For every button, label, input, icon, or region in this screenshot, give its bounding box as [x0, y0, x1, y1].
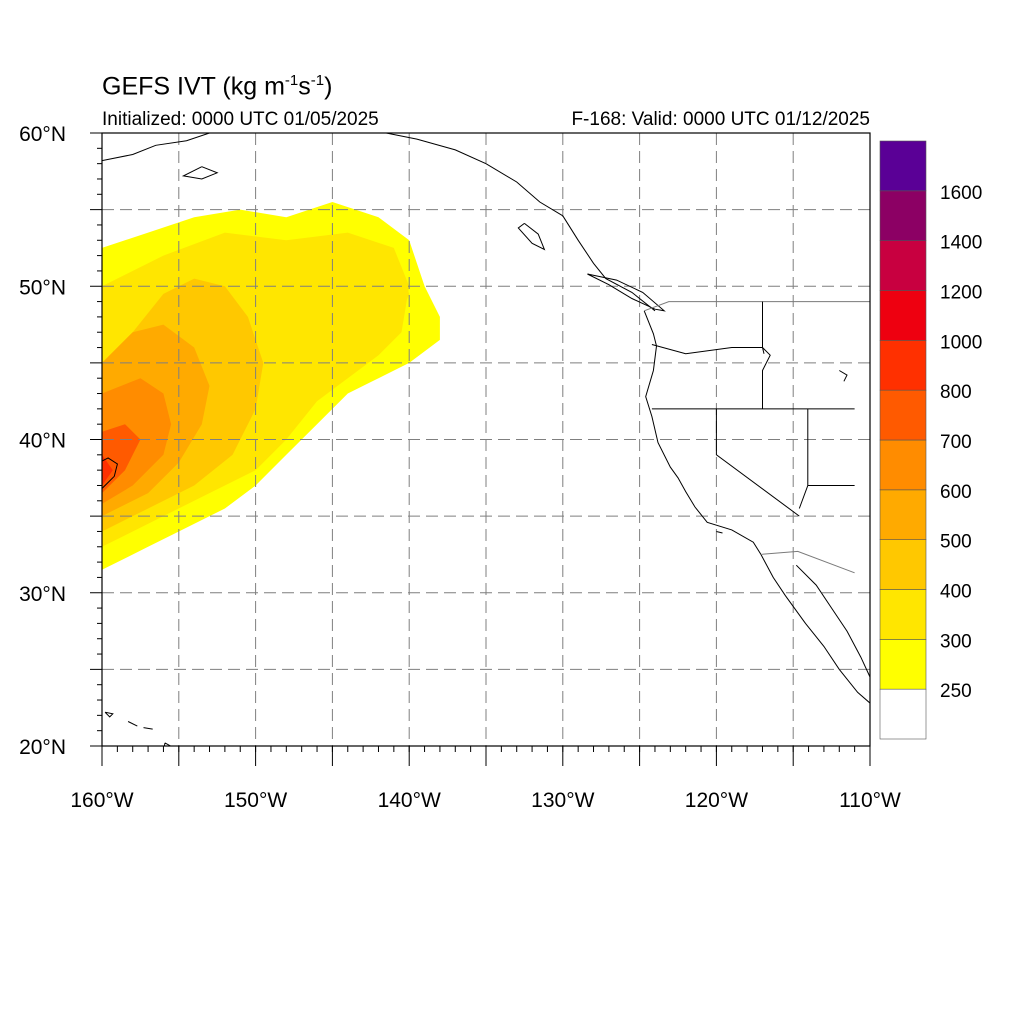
lon-tick-label: 160°W — [70, 789, 133, 812]
colorbar-swatch — [879, 688, 927, 740]
lon-tick-label: 150°W — [224, 789, 287, 812]
us-canada-border — [644, 301, 870, 312]
axis-labels: 160°W 150°W 140°W 130°W 120°W 110°W 60°N 50°N 40… — [19, 123, 901, 812]
ivt-area-800 — [102, 454, 113, 486]
colorbar-swatch — [879, 589, 927, 640]
colorbar-swatch — [879, 140, 927, 192]
lon-tick-label: 130°W — [531, 789, 594, 812]
lon-tick-label: 140°W — [378, 789, 441, 812]
colorbar-swatch — [879, 639, 927, 690]
ivt-shading — [102, 202, 440, 570]
oahu — [127, 721, 138, 727]
colorbar-swatch — [879, 389, 927, 441]
lat-tick-label: 60°N — [19, 123, 66, 146]
lat-lon-grid — [102, 133, 870, 746]
colorbar-label: 1200 — [940, 283, 982, 304]
colorbar-label: 500 — [940, 532, 972, 553]
colorbar-label: 400 — [940, 582, 972, 603]
lon-tick-label: 110°W — [839, 789, 901, 812]
haida-gwaii — [517, 223, 546, 251]
colorbar-swatch — [879, 290, 927, 341]
colorbar-label: 1600 — [940, 183, 982, 204]
colorbar: 250 300 400 500 600 700 800 1000 1200 1400 1600 — [879, 140, 982, 740]
colorbar-label: 700 — [940, 432, 972, 453]
colorbar-label: 600 — [940, 482, 972, 503]
wa-or-border — [651, 344, 765, 355]
nv-ut-border — [798, 408, 809, 509]
lat-tick-label: 30°N — [19, 583, 66, 606]
init-time-label: Initialized: 0000 UTC 01/05/2025 — [102, 109, 379, 130]
lat-tick-label: 20°N — [19, 736, 66, 759]
axis-ticks — [90, 132, 871, 766]
molokai — [143, 727, 153, 730]
ivt-max-contour — [102, 457, 118, 489]
colorbar-label: 1400 — [940, 233, 982, 254]
bc-coast — [562, 215, 656, 312]
colorbar-label: 300 — [940, 631, 972, 652]
ivt-area-700 — [102, 424, 141, 494]
channel-islands — [716, 531, 723, 534]
colorbar-label: 800 — [940, 382, 972, 403]
kodiak-island — [181, 166, 219, 180]
colorbar-swatch — [879, 489, 927, 540]
lon-tick-label: 120°W — [685, 789, 748, 812]
west-coastline — [643, 310, 870, 704]
colorbar-swatch — [879, 340, 927, 391]
coastlines — [102, 133, 870, 746]
river-marker — [839, 370, 848, 382]
colorbar-swatch — [879, 190, 927, 241]
alaska-coast — [386, 133, 564, 217]
lat-tick-label: 40°N — [19, 430, 66, 453]
ca-nv-border — [715, 408, 800, 517]
lat-tick-label: 50°N — [19, 276, 66, 299]
gulf-of-california-coast — [795, 564, 870, 678]
us-mexico-border — [760, 550, 855, 574]
colorbar-swatch — [879, 539, 927, 590]
alaska-peninsula — [102, 133, 210, 162]
figure-title: GEFS IVT (kg m-1s-1) — [102, 72, 333, 101]
colorbar-label: 1000 — [940, 332, 982, 353]
id-west-border — [762, 301, 771, 409]
colorbar-swatch — [879, 240, 927, 291]
colorbar-label: 250 — [940, 681, 972, 702]
valid-time-label: F-168: Valid: 0000 UTC 01/12/2025 — [571, 109, 870, 130]
kauai — [104, 711, 114, 718]
vancouver-island — [587, 273, 666, 312]
colorbar-swatch — [879, 439, 927, 491]
